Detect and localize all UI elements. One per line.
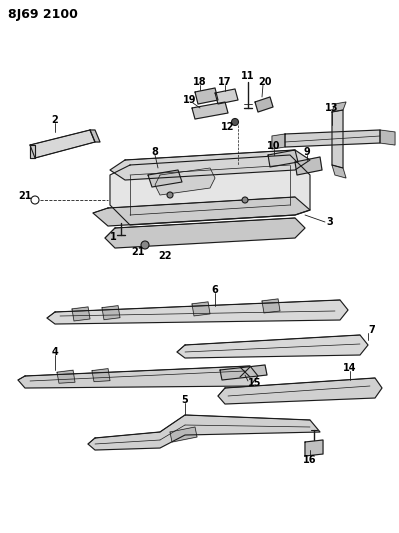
Polygon shape [332, 102, 346, 112]
Polygon shape [215, 89, 238, 104]
Polygon shape [192, 102, 228, 119]
Polygon shape [88, 415, 320, 450]
Polygon shape [218, 378, 382, 404]
Polygon shape [93, 197, 310, 226]
Polygon shape [332, 165, 346, 178]
Polygon shape [262, 299, 280, 313]
Polygon shape [380, 130, 395, 145]
Text: 16: 16 [303, 455, 317, 465]
Polygon shape [285, 130, 380, 147]
Text: 21: 21 [18, 191, 32, 201]
Polygon shape [90, 130, 100, 142]
Text: 18: 18 [193, 77, 207, 87]
Text: 19: 19 [183, 95, 197, 105]
Polygon shape [30, 145, 35, 158]
Polygon shape [92, 369, 110, 382]
Text: 17: 17 [218, 77, 232, 87]
Polygon shape [332, 110, 343, 168]
Text: 7: 7 [369, 325, 375, 335]
Polygon shape [272, 134, 285, 149]
Polygon shape [192, 302, 210, 316]
Text: 13: 13 [325, 103, 339, 113]
Text: 1: 1 [110, 232, 117, 242]
Circle shape [141, 241, 149, 249]
Text: 20: 20 [258, 77, 272, 87]
Text: 14: 14 [343, 363, 357, 373]
Polygon shape [155, 168, 215, 195]
Polygon shape [195, 88, 218, 104]
Circle shape [242, 197, 248, 203]
Circle shape [231, 118, 239, 125]
Text: 21: 21 [131, 247, 145, 257]
Polygon shape [170, 427, 197, 442]
Polygon shape [18, 366, 258, 388]
Polygon shape [177, 335, 368, 358]
Circle shape [167, 192, 173, 198]
Text: 15: 15 [248, 378, 262, 388]
Text: 6: 6 [211, 285, 218, 295]
Text: 12: 12 [221, 122, 235, 132]
Polygon shape [305, 440, 323, 456]
Polygon shape [57, 370, 75, 383]
Text: 3: 3 [327, 217, 334, 227]
Polygon shape [295, 157, 322, 175]
Polygon shape [148, 170, 182, 187]
Polygon shape [30, 130, 95, 158]
Polygon shape [105, 218, 305, 248]
Text: 5: 5 [182, 395, 188, 405]
Text: 22: 22 [158, 251, 172, 261]
Text: 8J69 2100: 8J69 2100 [8, 8, 78, 21]
Text: 10: 10 [267, 141, 281, 151]
Polygon shape [110, 155, 310, 225]
Polygon shape [255, 97, 273, 112]
Polygon shape [110, 150, 310, 180]
Text: 2: 2 [51, 115, 58, 125]
Text: 4: 4 [51, 347, 58, 357]
Polygon shape [47, 300, 348, 324]
Text: 11: 11 [241, 71, 255, 81]
Polygon shape [72, 307, 90, 321]
Text: 9: 9 [304, 147, 310, 157]
Polygon shape [220, 365, 267, 380]
Polygon shape [268, 150, 298, 167]
Polygon shape [102, 306, 120, 320]
Text: 8: 8 [152, 147, 158, 157]
